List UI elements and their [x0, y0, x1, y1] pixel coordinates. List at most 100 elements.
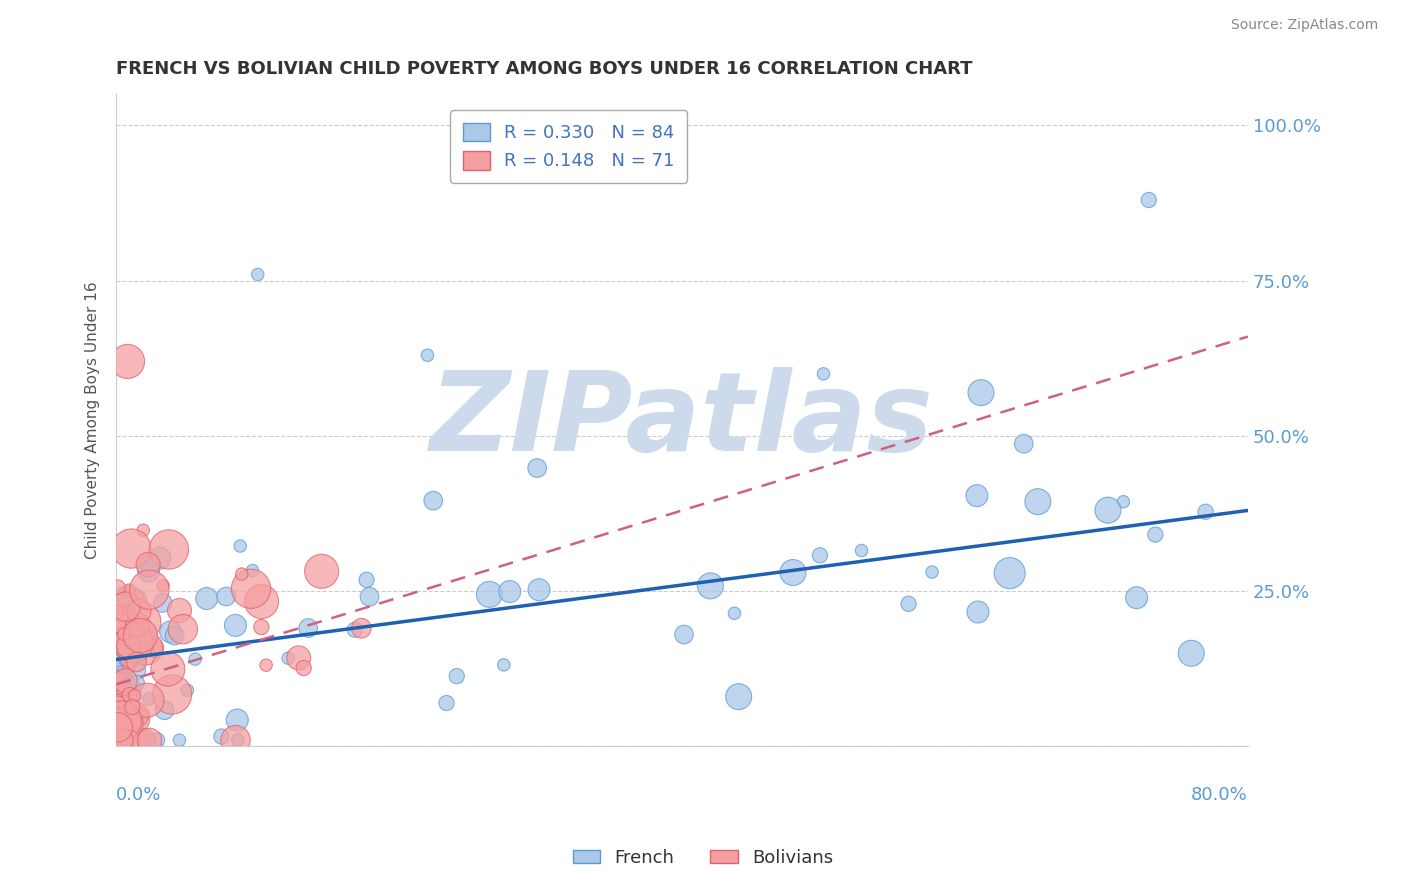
Point	[998, 566, 1021, 580]
Point	[107, 630, 129, 644]
Point	[118, 688, 141, 702]
Point	[112, 684, 135, 698]
Point	[226, 713, 249, 727]
Point	[118, 660, 141, 674]
Point	[132, 733, 155, 747]
Point	[118, 650, 141, 665]
Point	[117, 629, 139, 643]
Point	[808, 549, 831, 563]
Text: Source: ZipAtlas.com: Source: ZipAtlas.com	[1230, 18, 1378, 32]
Point	[107, 676, 129, 690]
Point	[118, 593, 141, 607]
Point	[851, 543, 873, 558]
Point	[107, 617, 129, 632]
Point	[120, 541, 142, 556]
Point	[121, 719, 143, 733]
Point	[131, 733, 153, 747]
Point	[146, 733, 169, 747]
Point	[138, 564, 160, 578]
Point	[114, 600, 136, 615]
Point	[672, 627, 695, 641]
Point	[152, 579, 174, 593]
Point	[1097, 503, 1119, 517]
Point	[111, 714, 134, 728]
Point	[292, 661, 315, 675]
Point	[160, 688, 183, 702]
Point	[136, 558, 159, 572]
Point	[127, 592, 149, 607]
Point	[1180, 646, 1202, 660]
Point	[169, 603, 191, 617]
Point	[112, 627, 135, 641]
Point	[120, 632, 142, 647]
Point	[131, 617, 153, 632]
Point	[110, 684, 132, 698]
Point	[118, 583, 141, 598]
Point	[897, 597, 920, 611]
Point	[277, 651, 299, 665]
Point	[157, 542, 180, 557]
Point	[527, 582, 550, 597]
Point	[526, 461, 548, 475]
Point	[287, 651, 309, 665]
Point	[125, 676, 148, 690]
Point	[970, 385, 993, 400]
Point	[112, 618, 135, 632]
Point	[138, 557, 160, 571]
Point	[118, 733, 141, 747]
Point	[422, 493, 444, 508]
Point	[111, 656, 134, 670]
Point	[118, 650, 141, 665]
Point	[107, 706, 129, 721]
Point	[129, 628, 152, 642]
Point	[184, 652, 207, 666]
Point	[723, 607, 745, 621]
Text: 0.0%: 0.0%	[117, 786, 162, 804]
Point	[115, 715, 138, 730]
Point	[128, 604, 150, 618]
Point	[125, 664, 148, 678]
Point	[1144, 527, 1167, 541]
Point	[240, 582, 263, 596]
Point	[111, 733, 134, 747]
Point	[499, 584, 522, 599]
Point	[225, 733, 247, 747]
Point	[152, 596, 174, 610]
Point	[176, 683, 198, 698]
Point	[250, 620, 273, 634]
Point	[127, 617, 149, 632]
Point	[138, 625, 160, 640]
Point	[107, 581, 129, 595]
Point	[159, 624, 181, 639]
Point	[115, 733, 138, 747]
Point	[127, 709, 149, 723]
Point	[121, 681, 143, 696]
Point	[122, 636, 145, 650]
Point	[107, 669, 129, 683]
Point	[114, 673, 136, 688]
Point	[118, 645, 141, 659]
Point	[209, 730, 232, 744]
Point	[112, 681, 135, 696]
Point	[108, 666, 131, 681]
Point	[699, 579, 721, 593]
Point	[117, 354, 139, 368]
Point	[215, 590, 238, 604]
Point	[138, 582, 160, 597]
Point	[138, 733, 160, 747]
Point	[436, 696, 458, 710]
Point	[478, 587, 501, 601]
Point	[359, 590, 381, 604]
Point	[110, 733, 132, 747]
Point	[135, 640, 157, 655]
Point	[138, 691, 160, 706]
Point	[111, 672, 134, 686]
Point	[782, 566, 804, 580]
Point	[112, 688, 135, 702]
Point	[124, 689, 146, 703]
Point	[121, 700, 143, 714]
Point	[1125, 591, 1147, 605]
Point	[107, 673, 129, 687]
Point	[242, 564, 264, 578]
Point	[107, 655, 129, 669]
